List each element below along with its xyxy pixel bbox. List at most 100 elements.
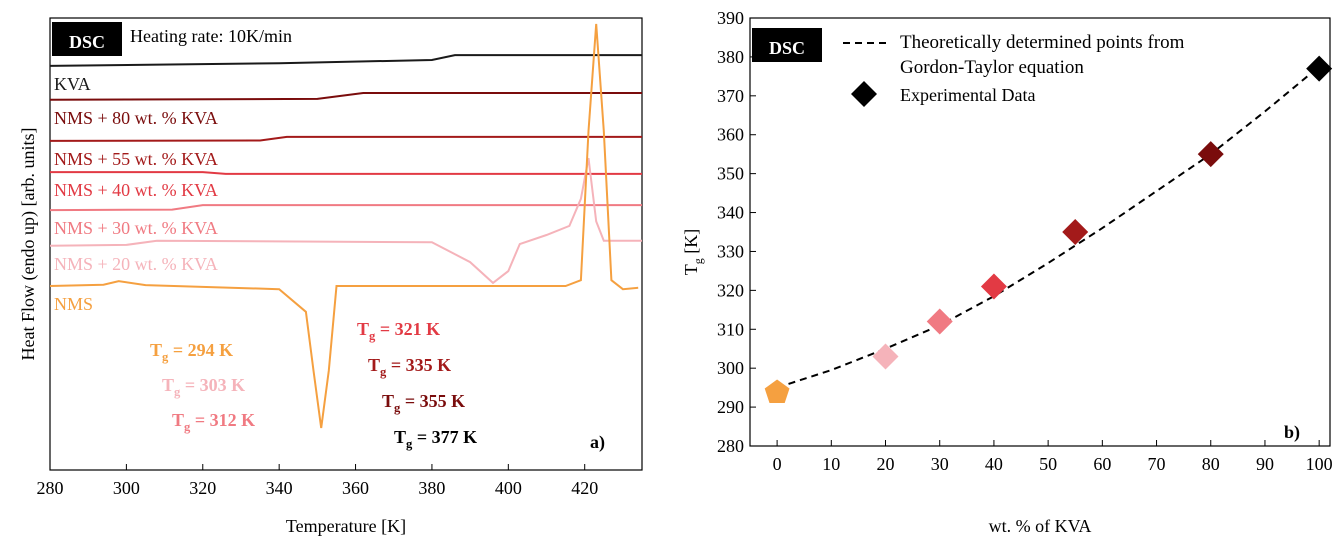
- series-label: NMS + 80 wt. % KVA: [54, 108, 218, 128]
- x-tick-label: 70: [1148, 454, 1166, 474]
- tag: DSC: [69, 32, 105, 52]
- text: = 335 K: [386, 355, 451, 375]
- subscript: g: [369, 329, 376, 343]
- series-label: KVA: [54, 74, 91, 94]
- fit-line: [776, 65, 1320, 389]
- subscript-label: Tg = 294 K: [150, 340, 233, 364]
- subscript-label: Tg = 312 K: [172, 410, 255, 434]
- series-label: NMS + 20 wt. % KVA: [54, 254, 218, 274]
- symbol: T: [382, 391, 394, 411]
- legend-marker: [851, 81, 877, 107]
- y-tick-label: 360: [717, 125, 744, 145]
- panel-label: b): [1284, 422, 1300, 443]
- subscript-label: Tg = 377 K: [394, 427, 477, 451]
- x-tick-label: 0: [773, 454, 782, 474]
- x-tick-label: 10: [822, 454, 840, 474]
- x-axis-title: wt. % of KVA: [989, 516, 1092, 536]
- y-tick-label: 350: [717, 164, 744, 184]
- text: = 377 K: [412, 427, 477, 447]
- series-label: NMS: [54, 294, 93, 314]
- x-tick-label: 50: [1039, 454, 1057, 474]
- symbol: T: [368, 355, 380, 375]
- y-tick-label: 320: [717, 280, 744, 300]
- text: = 294 K: [168, 340, 233, 360]
- symbol: T: [681, 264, 701, 275]
- text: [K]: [681, 229, 701, 259]
- x-tick-label: 400: [495, 478, 522, 498]
- tag-box: [52, 22, 122, 56]
- text: = 355 K: [400, 391, 465, 411]
- subscript-label: Tg = 303 K: [162, 375, 245, 399]
- curve: [49, 92, 642, 101]
- text: = 303 K: [180, 375, 245, 395]
- x-tick-label: 280: [37, 478, 64, 498]
- curve: [50, 171, 642, 175]
- data-point: [872, 343, 899, 370]
- symbol: T: [357, 319, 369, 339]
- y-tick-label: 390: [717, 8, 744, 28]
- plot-frame: [749, 17, 1331, 447]
- y-tick-label: 330: [717, 241, 744, 261]
- curve: [49, 54, 642, 67]
- symbol: T: [172, 410, 184, 430]
- data-point: [980, 273, 1007, 300]
- text: = 321 K: [375, 319, 440, 339]
- symbol: T: [394, 427, 406, 447]
- x-tick-label: 60: [1093, 454, 1111, 474]
- data-point: [1062, 219, 1089, 245]
- curve: [49, 135, 642, 142]
- subscript-label: Tg = 355 K: [382, 391, 465, 415]
- plot-frame: [49, 17, 643, 471]
- curve: [49, 204, 642, 212]
- y-tick-label: 310: [717, 319, 744, 339]
- x-tick-label: 420: [571, 478, 598, 498]
- y-tick-label: 300: [717, 358, 744, 378]
- legend-label: Experimental Data: [900, 85, 1035, 105]
- y-tick-label: 370: [717, 86, 744, 106]
- y-axis-title: Tg [K]: [681, 229, 705, 276]
- subscript-label: Tg = 321 K: [357, 319, 440, 343]
- subscript: g: [691, 258, 705, 264]
- subscript: g: [184, 420, 191, 434]
- x-axis-title: Temperature [K]: [286, 516, 406, 536]
- tag: DSC: [769, 38, 805, 58]
- x-tick-label: 360: [342, 478, 369, 498]
- x-tick-label: 40: [985, 454, 1003, 474]
- subscript: g: [174, 385, 181, 399]
- panel-label: a): [590, 432, 605, 453]
- series-label: NMS + 30 wt. % KVA: [54, 218, 218, 238]
- x-tick-label: 380: [418, 478, 445, 498]
- x-tick-label: 320: [189, 478, 216, 498]
- data-point: [1197, 141, 1224, 168]
- subscript-label: Tg = 335 K: [368, 355, 451, 379]
- legend-label: Theoretically determined points from Gor…: [900, 32, 1185, 78]
- symbol: T: [150, 340, 162, 360]
- x-tick-label: 100: [1306, 454, 1333, 474]
- y-tick-label: 280: [717, 436, 744, 456]
- curve: [49, 23, 639, 429]
- series-label: NMS + 55 wt. % KVA: [54, 149, 218, 169]
- curve: [49, 157, 642, 285]
- data-point: [926, 308, 953, 335]
- subscript: g: [406, 437, 413, 451]
- x-tick-label: 90: [1256, 454, 1274, 474]
- note: Heating rate: 10K/min: [130, 26, 292, 46]
- x-tick-label: 20: [877, 454, 895, 474]
- y-tick-label: 380: [717, 47, 744, 67]
- y-tick-label: 290: [717, 397, 744, 417]
- symbol: T: [162, 375, 174, 395]
- tag-box: [752, 28, 822, 62]
- x-tick-label: 340: [266, 478, 293, 498]
- y-axis-title: Heat Flow (endo up) [arb. units]: [18, 128, 39, 361]
- x-tick-label: 80: [1202, 454, 1220, 474]
- data-point: [1306, 55, 1333, 82]
- series-label: NMS + 40 wt. % KVA: [54, 180, 218, 200]
- subscript: g: [394, 401, 401, 415]
- text: = 312 K: [190, 410, 255, 430]
- subscript: g: [380, 365, 387, 379]
- y-tick-label: 340: [717, 203, 744, 223]
- data-point: [764, 379, 790, 403]
- subscript: g: [162, 350, 169, 364]
